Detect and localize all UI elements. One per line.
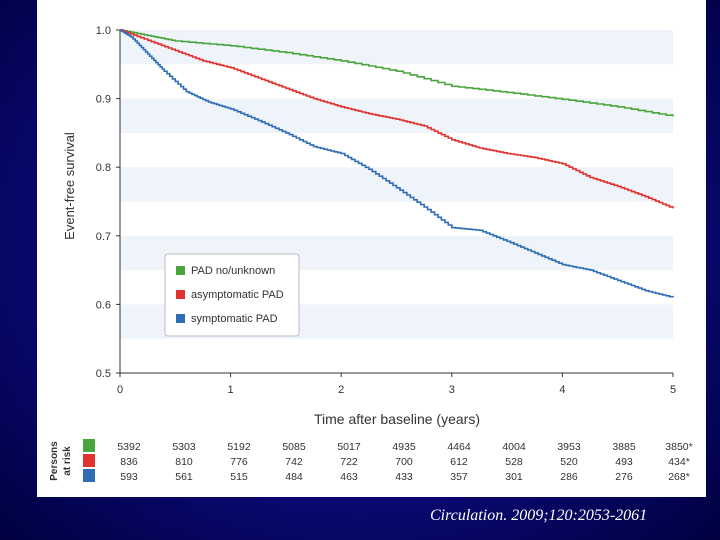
risk-cell: 4004 (502, 441, 526, 453)
axes (119, 30, 673, 374)
y-tick-label: 0.6 (96, 299, 111, 311)
risk-cell: 722 (340, 456, 358, 468)
survival-curves (120, 29, 674, 298)
y-tick-label: 0.7 (96, 231, 111, 243)
legend: PAD no/unknown asymptomatic PAD symptoma… (164, 253, 300, 337)
risk-cell: 286 (560, 471, 578, 483)
y-tick-label: 0.8 (96, 162, 111, 174)
risk-cell: 463 (340, 471, 358, 483)
y-tick-label: 0.5 (96, 368, 111, 380)
series-line-2 (120, 29, 674, 298)
y-axis-label: Event-free survival (62, 132, 77, 240)
risk-row-swatch (83, 469, 95, 482)
figure-panel: 0.5 0.6 0.7 0.8 0.9 1.0 0 1 2 3 4 5 Event-free sur… (37, 0, 706, 497)
risk-row-swatch (83, 454, 95, 467)
grid-band (120, 167, 673, 202)
risk-cell: 520 (560, 456, 578, 468)
risk-cell: 515 (230, 471, 248, 483)
risk-cell: 5392 (117, 441, 141, 453)
series-line-1 (120, 29, 674, 209)
risk-cell: 776 (230, 456, 248, 468)
y-tick-label: 0.9 (96, 94, 111, 106)
risk-cell: 3850* (665, 441, 692, 453)
risk-cell: 3885 (612, 441, 636, 453)
legend-label-2: symptomatic PAD (191, 313, 278, 325)
risk-cell: 4935 (392, 441, 416, 453)
risk-cell: 5303 (172, 441, 196, 453)
x-tick-label: 3 (449, 384, 455, 396)
legend-swatch-2 (176, 314, 185, 323)
x-axis-label: Time after baseline (years) (314, 411, 480, 427)
risk-cell: 561 (175, 471, 193, 483)
risk-cell: 612 (450, 456, 468, 468)
risk-title-line2: at risk (62, 446, 73, 476)
risk-cell: 301 (505, 471, 523, 483)
risk-cell: 836 (120, 456, 138, 468)
risk-cell: 268* (668, 471, 690, 483)
risk-cell: 700 (395, 456, 413, 468)
risk-cell: 357 (450, 471, 468, 483)
grid-band (120, 98, 673, 133)
x-tick-label: 5 (670, 384, 676, 396)
risk-cell: 3953 (557, 441, 581, 453)
risk-cell: 593 (120, 471, 138, 483)
risk-cell: 5017 (337, 441, 361, 453)
risk-title-line1: Persons (49, 441, 60, 481)
risk-cell: 276 (615, 471, 633, 483)
risk-cell: 493 (615, 456, 633, 468)
legend-label-0: PAD no/unknown (191, 265, 275, 277)
citation: Circulation. 2009;120:2053-2061 (430, 507, 648, 524)
risk-cell: 434* (668, 456, 690, 468)
y-tick-label: 1.0 (96, 25, 111, 37)
y-ticks: 0.5 0.6 0.7 0.8 0.9 1.0 (96, 25, 120, 380)
grid-band (120, 30, 673, 65)
x-tick-label: 2 (338, 384, 344, 396)
legend-swatch-0 (176, 266, 185, 275)
risk-cell: 5085 (282, 441, 306, 453)
legend-swatch-1 (176, 290, 185, 299)
legend-box (164, 253, 300, 337)
x-tick-label: 0 (117, 384, 123, 396)
risk-table: Persons at risk 5392 5303 5192 5085 5017 4935… (49, 439, 693, 483)
survival-chart: 0.5 0.6 0.7 0.8 0.9 1.0 0 1 2 3 4 5 Event-free sur… (49, 25, 693, 483)
risk-cell: 810 (175, 456, 193, 468)
risk-cell: 742 (285, 456, 303, 468)
x-ticks: 0 1 2 3 4 5 (117, 373, 676, 396)
x-tick-label: 4 (559, 384, 565, 396)
legend-label-1: asymptomatic PAD (191, 289, 284, 301)
risk-cell: 4464 (447, 441, 471, 453)
risk-cell: 5192 (227, 441, 251, 453)
series-line-0 (120, 29, 674, 117)
risk-cell: 528 (505, 456, 523, 468)
x-tick-label: 1 (228, 384, 234, 396)
risk-cell: 433 (395, 471, 413, 483)
risk-cell: 484 (285, 471, 303, 483)
risk-row-swatch (83, 439, 95, 452)
grid-bands (120, 30, 673, 339)
